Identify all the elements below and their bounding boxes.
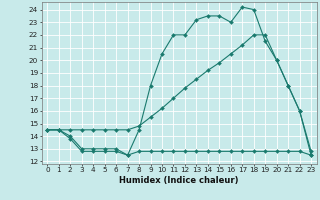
X-axis label: Humidex (Indice chaleur): Humidex (Indice chaleur) (119, 176, 239, 185)
